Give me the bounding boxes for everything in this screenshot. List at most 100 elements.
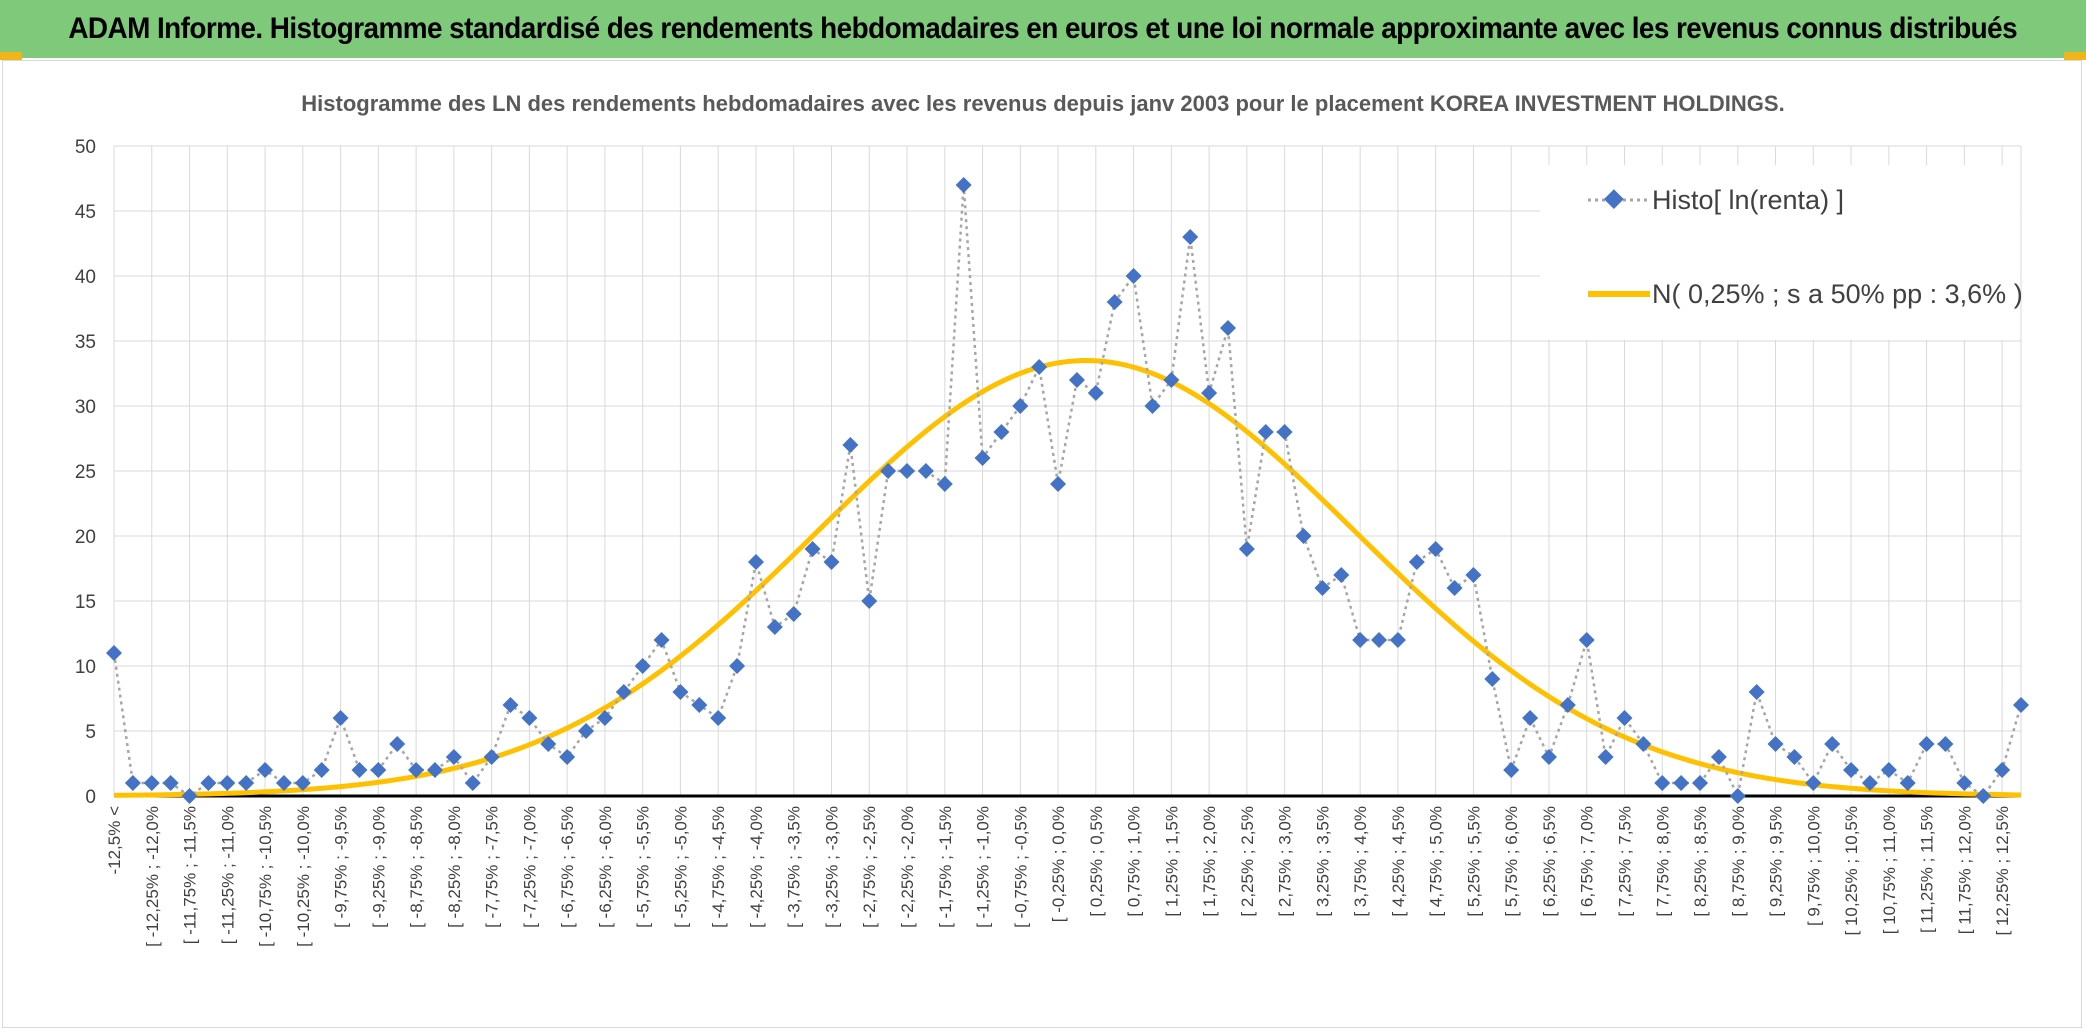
x-tick-label: [ 10,75% ; 11,0% xyxy=(1880,806,1899,934)
legend-histo-label: Histo[ ln(renta) ] xyxy=(1652,185,1844,215)
x-tick-label: [ 6,25% ; 6,5% xyxy=(1540,806,1559,917)
histogram-point xyxy=(370,762,387,778)
histogram-point xyxy=(1125,268,1142,284)
histogram-point xyxy=(1012,398,1029,414)
histogram-point xyxy=(1918,736,1935,752)
histogram-point xyxy=(1522,710,1539,726)
histogram-series-layer xyxy=(106,177,2029,804)
histogram-point xyxy=(351,762,368,778)
x-tick-label: [ -7,75% ; -7,5% xyxy=(483,806,502,928)
histogram-point xyxy=(1201,385,1218,401)
x-tick-label: [ 7,25% ; 7,5% xyxy=(1615,806,1634,917)
x-tick-label: [ 11,25% ; 11,5% xyxy=(1918,806,1937,933)
x-tick-label: [ 6,75% ; 7,0% xyxy=(1578,806,1597,917)
histogram-point xyxy=(124,775,141,791)
histogram-point xyxy=(955,177,972,193)
page-title: ADAM Informe. Histogramme standardisé de… xyxy=(68,12,2018,45)
histogram-point xyxy=(653,632,670,648)
x-tick-label: [ -0,75% ; -0,5% xyxy=(1011,806,1030,928)
histogram-point xyxy=(162,775,179,791)
y-tick-label: 35 xyxy=(75,332,96,353)
histogram-point xyxy=(596,710,613,726)
x-tick-label: [ 4,75% ; 5,0% xyxy=(1427,806,1446,917)
histogram-point xyxy=(521,710,538,726)
histogram-point xyxy=(1427,541,1444,557)
histogram-point xyxy=(1238,541,1255,557)
x-tick-label: [ 2,25% ; 2,5% xyxy=(1238,806,1257,917)
histogram-point xyxy=(1503,762,1520,778)
x-tick-label: [ 0,25% ; 0,5% xyxy=(1087,806,1106,917)
x-tick-label: [ -12,25% ; -12,0% xyxy=(143,806,162,947)
histogram-point xyxy=(1767,736,1784,752)
histogram-point xyxy=(1068,372,1085,388)
histogram-point xyxy=(502,697,519,713)
x-tick-label: [ 9,75% ; 10,0% xyxy=(1804,806,1823,926)
histogram-point xyxy=(1710,749,1727,765)
y-tick-label: 25 xyxy=(75,462,96,483)
x-tick-label: [ -5,25% ; -5,0% xyxy=(671,806,690,928)
histogram-point xyxy=(275,775,292,791)
x-tick-label: [ -1,25% ; -1,0% xyxy=(974,806,993,928)
x-tick-label: [ -11,25% ; -11,0% xyxy=(218,806,237,944)
histogram-point xyxy=(1484,671,1501,687)
histogram-point xyxy=(1994,762,2011,778)
x-tick-label: [ 5,75% ; 6,0% xyxy=(1502,806,1521,917)
histogram-point xyxy=(559,749,576,765)
histogram-point xyxy=(1748,684,1765,700)
histogram-point xyxy=(1616,710,1633,726)
histogram-point xyxy=(332,710,349,726)
histogram-point xyxy=(729,658,746,674)
x-tick-label: [ 7,75% ; 8,0% xyxy=(1653,806,1672,917)
histogram-point xyxy=(1446,580,1463,596)
histogram-point xyxy=(294,775,311,791)
histogram-point xyxy=(1540,749,1557,765)
histogram-point xyxy=(1182,229,1199,245)
x-tick-label: [ 2,75% ; 3,0% xyxy=(1276,806,1295,917)
histogram-point xyxy=(1371,632,1388,648)
histogram-point xyxy=(1937,736,1954,752)
x-tick-label: [ 1,75% ; 2,0% xyxy=(1200,806,1219,917)
x-tick-label: [ -9,25% ; -9,0% xyxy=(369,806,388,928)
histogram-point xyxy=(143,775,160,791)
histogram-point xyxy=(1805,775,1822,791)
x-tick-label: [ -7,25% ; -7,0% xyxy=(520,806,539,928)
histogram-point xyxy=(899,463,916,479)
histogram-point xyxy=(1465,567,1482,583)
y-tick-label: 10 xyxy=(75,657,96,678)
histogram-point xyxy=(691,697,708,713)
header-accent-right xyxy=(2064,52,2086,60)
histogram-point xyxy=(1956,775,1973,791)
histogram-point xyxy=(842,437,859,453)
x-tick-label: [ -1,75% ; -1,5% xyxy=(936,806,955,928)
histogram-point xyxy=(1314,580,1331,596)
histogram-point xyxy=(1352,632,1369,648)
x-tick-label: [ -2,25% ; -2,0% xyxy=(898,806,917,928)
axes: 0 5 10 15 20 25 30 35 40 45 50 -12,5% < [ -12,25% ; … xyxy=(75,137,2021,947)
x-tick-label: [ 3,25% ; 3,5% xyxy=(1313,806,1332,917)
histogram-point xyxy=(1087,385,1104,401)
x-tick-label: [ 5,25% ; 5,5% xyxy=(1464,806,1483,917)
histogram-point xyxy=(1597,749,1614,765)
histogram-point xyxy=(1899,775,1916,791)
histogram-point xyxy=(408,762,425,778)
x-tick-label: -12,5% < xyxy=(105,806,124,875)
legend: Histo[ ln(renta) ] N( 0,25% ; s a 50% pp… xyxy=(1540,165,2023,340)
y-tick-label: 0 xyxy=(85,787,96,808)
histogram-point xyxy=(974,450,991,466)
histogram-point xyxy=(1408,554,1425,570)
histogram-point xyxy=(1163,372,1180,388)
x-tick-label: [ -10,75% ; -10,5% xyxy=(256,806,275,947)
y-tick-label: 50 xyxy=(75,137,96,158)
histogram-point xyxy=(1295,528,1312,544)
x-tick-label: [ 10,25% ; 10,5% xyxy=(1842,806,1861,935)
x-tick-label: [ -2,75% ; -2,5% xyxy=(860,806,879,928)
histogram-point xyxy=(1654,775,1671,791)
x-tick-label: [ -5,75% ; -5,5% xyxy=(634,806,653,928)
y-tick-label: 45 xyxy=(75,202,96,223)
histogram-point xyxy=(540,736,557,752)
x-tick-label: [ 11,75% ; 12,0% xyxy=(1955,806,1974,934)
histogram-point xyxy=(1144,398,1161,414)
legend-normal-label: N( 0,25% ; s a 50% pp : 3,6% ) xyxy=(1652,279,2023,309)
x-tick-label: [ -8,25% ; -8,0% xyxy=(445,806,464,928)
